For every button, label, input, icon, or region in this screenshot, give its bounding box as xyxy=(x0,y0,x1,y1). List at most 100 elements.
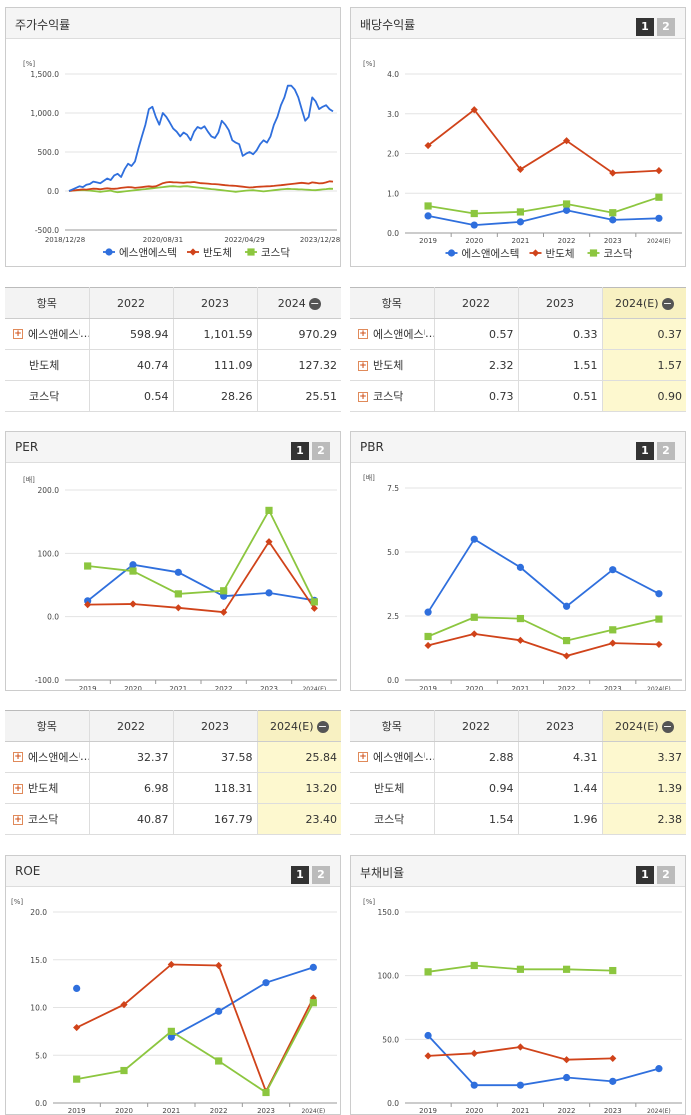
data-point xyxy=(424,1031,432,1040)
row-label: 에스앤에스텍 xyxy=(28,751,80,764)
expand-icon[interactable]: + xyxy=(13,752,23,762)
row-label-cell[interactable]: + 에스앤에스텍… xyxy=(5,741,89,773)
x-tick-label: 2023 xyxy=(604,1107,622,1114)
expand-icon[interactable]: + xyxy=(13,815,23,825)
data-point xyxy=(470,630,478,638)
expand-icon[interactable]: + xyxy=(13,784,23,794)
unit-label: [배] xyxy=(363,473,375,482)
expand-icon[interactable]: + xyxy=(13,329,23,339)
collapse-icon[interactable]: − xyxy=(661,719,674,733)
series-line xyxy=(427,108,659,174)
legend: 에스앤에스텍 반도체 코스닥 xyxy=(103,247,290,259)
table-row: 코스닥 1.54 1.96 2.38 xyxy=(350,803,686,835)
x-tick-label: 2022/04/29 xyxy=(224,236,264,244)
x-tick-label: 2020 xyxy=(465,237,483,245)
data-point xyxy=(262,1088,270,1097)
collapse-icon[interactable]: − xyxy=(308,296,321,310)
view-button-2[interactable]: 2 xyxy=(657,18,675,36)
data-point xyxy=(309,963,317,971)
value-cell: 32.37 xyxy=(88,741,173,773)
view-button-1[interactable]: 1 xyxy=(291,866,309,884)
column-header-year: 2024(E) − xyxy=(601,710,686,742)
row-label: 반도체 xyxy=(374,782,405,795)
y-tick-label: -100.0 xyxy=(35,676,59,685)
data-point xyxy=(310,598,318,606)
data-point xyxy=(424,641,432,650)
x-tick-label: 2019 xyxy=(68,1107,86,1114)
view-button-2[interactable]: 2 xyxy=(657,866,675,884)
y-tick-label: 500.0 xyxy=(38,148,60,157)
view-button-2[interactable]: 2 xyxy=(657,442,675,460)
view-button-1[interactable]: 1 xyxy=(636,18,654,36)
series-line xyxy=(427,632,659,657)
legend-marker xyxy=(105,248,113,256)
y-tick-label: 15.0 xyxy=(30,956,47,965)
row-label-cell[interactable]: + 에스앤에스텍… xyxy=(350,741,434,773)
data-point xyxy=(424,212,432,220)
y-tick-label: 5.0 xyxy=(387,548,399,557)
view-button-1[interactable]: 1 xyxy=(291,442,309,460)
data-point xyxy=(265,589,273,597)
header-label: 2024(E) xyxy=(269,719,314,733)
expand-icon[interactable]: + xyxy=(358,361,368,371)
data-point xyxy=(470,1049,478,1057)
data-point xyxy=(562,602,571,610)
expand-icon[interactable]: + xyxy=(358,329,368,339)
collapse-icon[interactable]: − xyxy=(661,296,674,310)
panel-title: ROE xyxy=(15,864,41,878)
series-3 xyxy=(424,961,617,976)
legend-marker xyxy=(589,249,598,257)
x-tick-label: 2021 xyxy=(169,685,187,690)
value-cell: 970.29 xyxy=(256,318,341,350)
view-button-1[interactable]: 1 xyxy=(636,866,654,884)
column-header-year: 2023 xyxy=(517,287,602,319)
expand-icon[interactable]: + xyxy=(358,752,368,762)
x-tick-label: 2019 xyxy=(419,1107,437,1114)
row-label-cell[interactable]: + 반도체 xyxy=(350,349,434,381)
x-tick-label: 2022 xyxy=(558,1107,576,1114)
value-cell: 1.54 xyxy=(433,803,518,835)
column-header-year: 2022 xyxy=(433,710,518,742)
y-tick-label: 100.0 xyxy=(38,549,60,558)
view-button-1[interactable]: 1 xyxy=(636,442,654,460)
data-point xyxy=(265,538,273,546)
row-label-cell[interactable]: + 에스앤에스텍… xyxy=(350,318,434,350)
header-label: 2023 xyxy=(546,719,574,733)
row-label-cell[interactable]: + 코스닥 xyxy=(350,380,434,412)
unit-label: [%] xyxy=(23,60,35,68)
row-label-cell[interactable]: + 코스닥 xyxy=(5,803,89,835)
panel-header: 배당수익률 1 2 xyxy=(351,8,685,39)
data-point xyxy=(562,965,571,973)
panel-title: 주가수익률 xyxy=(15,18,71,32)
view-button-2[interactable]: 2 xyxy=(312,866,330,884)
y-tick-label: 2.5 xyxy=(387,612,399,621)
row-label-cell[interactable]: + 반도체 xyxy=(5,772,89,804)
data-point xyxy=(84,597,92,605)
data-point xyxy=(262,979,270,987)
data-point xyxy=(609,639,617,647)
data-point xyxy=(424,632,432,641)
data-point xyxy=(174,590,182,598)
data-point xyxy=(516,218,525,226)
roe-chart: [%] 0.0 5.0 10.0 15.0 20.0 2019 2020 2021 2022 202… xyxy=(11,898,337,1114)
collapse-icon[interactable]: − xyxy=(316,719,329,733)
row-label-cell[interactable]: + 에스앤에스텍… xyxy=(5,318,89,350)
data-point xyxy=(215,1057,223,1065)
header-label: 항목 xyxy=(381,297,402,310)
header-label: 2022 xyxy=(462,296,490,310)
ellipsis: … xyxy=(80,750,89,763)
header-label: 2022 xyxy=(117,719,145,733)
expand-icon[interactable]: + xyxy=(358,392,368,402)
value-cell: 118.31 xyxy=(172,772,257,804)
y-tick-label: 0.0 xyxy=(47,187,59,196)
value-cell: 127.32 xyxy=(256,349,341,381)
value-cell: 2.88 xyxy=(433,741,518,773)
y-tick-label: 4.0 xyxy=(387,70,399,79)
column-header-year: 2023 xyxy=(517,710,602,742)
column-header-item: 항목 xyxy=(350,287,434,319)
data-point xyxy=(424,968,432,976)
series-1 xyxy=(424,1031,663,1089)
view-button-2[interactable]: 2 xyxy=(312,442,330,460)
value-cell: 0.94 xyxy=(433,772,518,804)
